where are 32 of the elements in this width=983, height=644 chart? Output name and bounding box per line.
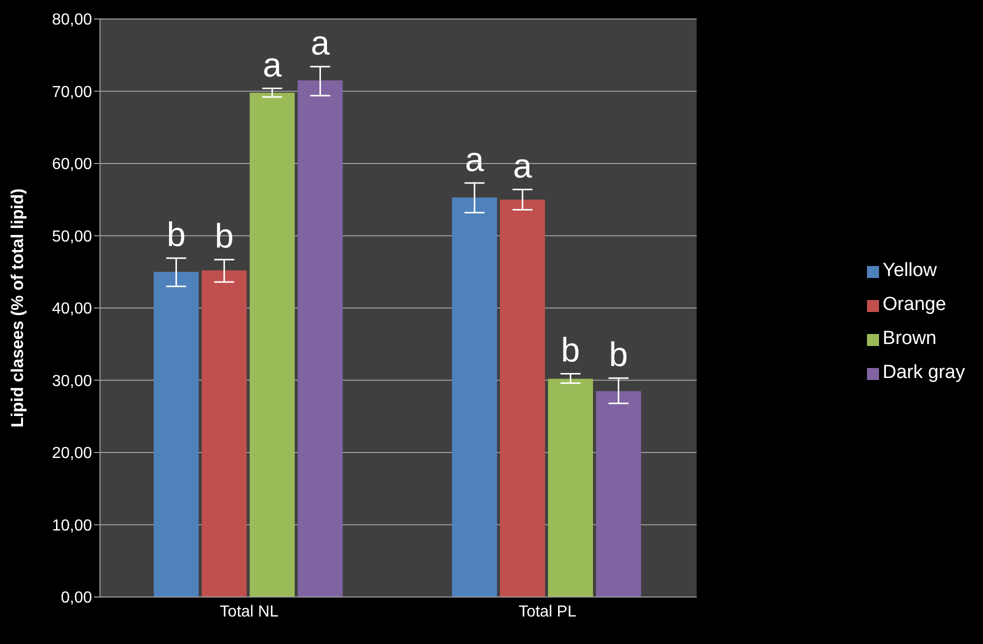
y-tick-label: 60,00 <box>52 156 92 174</box>
y-tick-label: 70,00 <box>52 84 92 101</box>
y-tick-label: 10,00 <box>52 517 92 534</box>
data-label: b <box>609 336 628 374</box>
legend-label: Yellow <box>882 260 937 281</box>
bar <box>250 92 295 597</box>
y-tick-label: 80,00 <box>52 12 92 29</box>
bar <box>154 272 199 597</box>
x-tick-label: Total PL <box>518 603 576 620</box>
y-tick-label: 40,00 <box>52 300 92 318</box>
bar <box>596 391 642 597</box>
data-label: a <box>262 46 282 84</box>
legend-label: Brown <box>882 328 936 349</box>
bar <box>452 197 498 597</box>
data-label: a <box>310 24 330 63</box>
legend-label: Dark gray <box>882 362 965 383</box>
x-tick-label: Total NL <box>220 603 279 620</box>
data-label: b <box>166 216 186 254</box>
y-tick-label: 0,00 <box>60 590 92 607</box>
data-label: b <box>561 332 580 370</box>
y-tick-label: 30,00 <box>52 372 92 390</box>
y-axis-title: Lipid clasees (% of total lipid) <box>8 188 28 428</box>
bar <box>548 378 594 597</box>
data-label: a <box>513 148 532 186</box>
bar <box>500 200 546 597</box>
bar <box>202 270 247 597</box>
y-tick-label: 20,00 <box>52 445 92 462</box>
data-label: b <box>214 218 234 256</box>
data-label: a <box>465 141 484 180</box>
legend-label: Orange <box>882 294 946 315</box>
bar <box>298 80 343 597</box>
y-tick-label: 50,00 <box>52 228 92 246</box>
